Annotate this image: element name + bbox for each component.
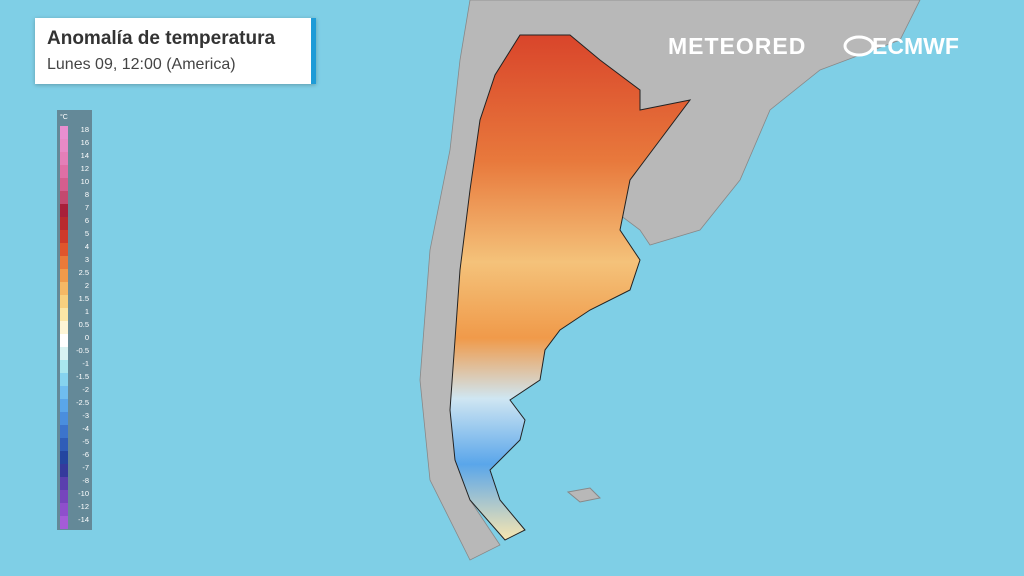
legend-swatch	[60, 230, 68, 243]
legend-swatch	[60, 269, 68, 282]
legend-label: -0.5	[76, 346, 89, 355]
islands	[566, 487, 602, 503]
ecmwf-logo: ECMWF	[872, 33, 959, 59]
legend-label: 18	[81, 125, 89, 134]
legend-swatch	[60, 347, 68, 360]
logos: METEORED ECMWF	[668, 33, 959, 59]
legend-label: 1	[85, 307, 89, 316]
legend-label: -1.5	[76, 372, 89, 381]
legend-label: -8	[82, 476, 89, 485]
legend-label: 2.5	[79, 268, 89, 277]
legend-swatch	[60, 373, 68, 386]
legend-swatch	[60, 386, 68, 399]
legend-label: 1.5	[79, 294, 89, 303]
legend-label: 8	[85, 190, 89, 199]
legend-swatch	[60, 126, 68, 139]
legend-swatch	[60, 438, 68, 451]
legend-swatch	[60, 360, 68, 373]
legend-label: -6	[82, 450, 89, 459]
legend-label: 14	[81, 151, 89, 160]
legend-label: 2	[85, 281, 89, 290]
legend-swatch	[60, 464, 68, 477]
legend-swatch	[60, 425, 68, 438]
legend-swatch	[60, 503, 68, 516]
legend-label: -3	[82, 411, 89, 420]
legend-label: -2	[82, 385, 89, 394]
legend-swatch	[60, 477, 68, 490]
legend-label: 3	[85, 255, 89, 264]
legend-label: 16	[81, 138, 89, 147]
legend-label: 4	[85, 242, 89, 251]
legend-swatch	[60, 334, 68, 347]
legend-label: -1	[82, 359, 89, 368]
legend-label: 10	[81, 177, 89, 186]
legend-swatch	[60, 308, 68, 321]
legend: °C 18 16 14 12 10 8 7 6 5 4 3 2.5 2 1.5 1 0.5 0 -0.5 -1 -1.…	[57, 110, 92, 530]
title-box: Anomalía de temperatura Lunes 09, 12:00 …	[35, 18, 316, 84]
legend-swatch	[60, 243, 68, 256]
legend-swatch	[60, 490, 68, 503]
legend-label: -10	[78, 489, 89, 498]
legend-swatch	[60, 152, 68, 165]
legend-label: -4	[82, 424, 89, 433]
legend-label: 6	[85, 216, 89, 225]
legend-label: -5	[82, 437, 89, 446]
legend-label: 0	[85, 333, 89, 342]
legend-label: -7	[82, 463, 89, 472]
legend-swatch	[60, 399, 68, 412]
legend-swatch	[60, 178, 68, 191]
legend-swatch	[60, 256, 68, 269]
legend-swatch	[60, 217, 68, 230]
legend-label: 0.5	[79, 320, 89, 329]
subtitle: Lunes 09, 12:00 (America)	[47, 56, 236, 73]
legend-label: 12	[81, 164, 89, 173]
legend-swatch	[60, 516, 68, 529]
legend-label: -14	[78, 515, 89, 524]
title: Anomalía de temperatura	[47, 28, 276, 49]
legend-label: 5	[85, 229, 89, 238]
legend-label: -12	[78, 502, 89, 511]
legend-swatch	[60, 412, 68, 425]
argentina-anomaly	[449, 34, 692, 541]
legend-swatch	[60, 191, 68, 204]
legend-swatch	[60, 282, 68, 295]
legend-swatch	[60, 165, 68, 178]
legend-label: 7	[85, 203, 89, 212]
legend-swatch	[60, 295, 68, 308]
legend-swatch	[60, 321, 68, 334]
legend-swatch	[60, 139, 68, 152]
legend-swatch	[60, 204, 68, 217]
meteored-logo: METEORED	[668, 33, 806, 59]
legend-label: -2.5	[76, 398, 89, 407]
legend-swatch	[60, 451, 68, 464]
ecmwf-icon	[843, 35, 875, 57]
legend-unit: °C	[60, 113, 68, 121]
